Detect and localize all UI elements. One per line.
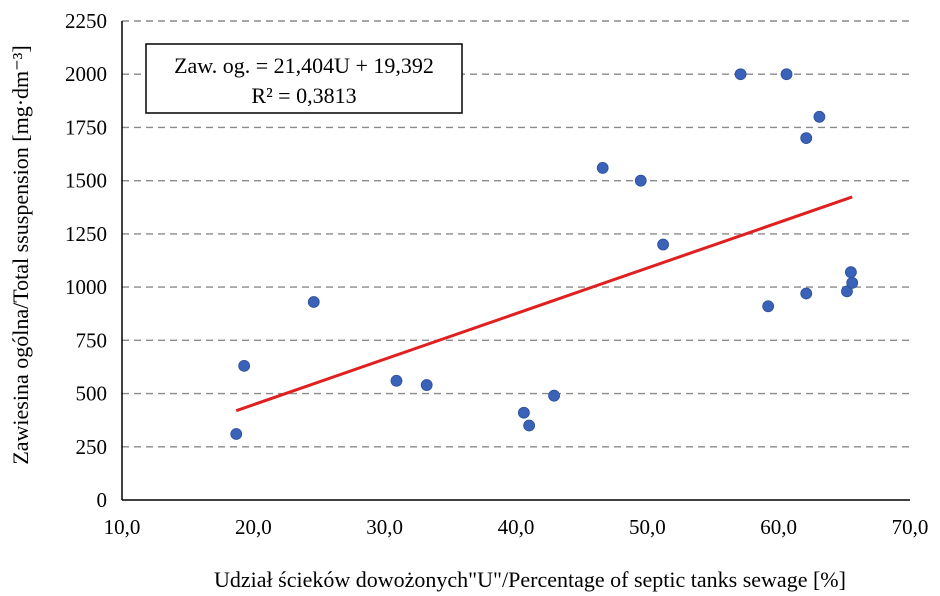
- equation-box-frame: [145, 43, 463, 114]
- data-point: [390, 374, 403, 387]
- data-point: [800, 287, 813, 300]
- data-point: [307, 296, 320, 308]
- data-point: [420, 379, 433, 391]
- data-point: [238, 359, 251, 372]
- x-tick-label: 30,0: [366, 515, 403, 539]
- x-axis-title: Udział ścieków dowożonych"U"/Percentage …: [214, 567, 846, 592]
- x-tick-label: 10,0: [104, 515, 141, 539]
- data-point: [845, 266, 857, 279]
- y-tick-label: 750: [76, 328, 108, 352]
- data-point: [596, 161, 609, 174]
- data-point: [841, 285, 853, 298]
- axes: [121, 21, 910, 501]
- x-tick-label: 60,0: [760, 515, 797, 539]
- data-point: [230, 428, 243, 440]
- y-tick-labels: 0 250 500 750 1000 1250 1500 1750 2000 2250: [65, 9, 107, 512]
- y-tick-label: 2000: [65, 62, 107, 86]
- y-tick-label: 0: [97, 488, 108, 512]
- x-tick-label: 50,0: [629, 515, 666, 539]
- data-point: [734, 68, 747, 81]
- x-tick-label: 70,0: [892, 515, 929, 539]
- data-point: [657, 238, 669, 251]
- r-squared-label: R² = 0,3813: [251, 83, 356, 108]
- trendline: [235, 195, 853, 413]
- x-tick-label: 40,0: [498, 515, 535, 539]
- y-tick-label: 1500: [65, 169, 107, 193]
- y-tick-label: 500: [76, 382, 108, 406]
- data-point: [517, 406, 530, 419]
- data-point: [548, 389, 560, 402]
- data-point: [634, 174, 647, 187]
- data-points: [230, 68, 859, 440]
- y-tick-label: 250: [76, 435, 108, 459]
- data-point: [813, 110, 826, 123]
- data-point: [800, 132, 813, 144]
- x-tick-labels: 10,0 20,0 30,0 40,0 50,0 60,0 70,0: [104, 515, 929, 539]
- y-tick-label: 1250: [65, 222, 107, 246]
- y-axis-title: Zawiesina ogólna/Total ssuspension [mg·d…: [8, 45, 33, 464]
- data-point: [762, 300, 775, 313]
- y-tick-label: 1000: [65, 275, 107, 299]
- data-point: [846, 276, 859, 289]
- y-tick-label: 2250: [65, 9, 107, 33]
- equation-box: Zaw. og. = 21,404U + 19,392 R² = 0,3813: [145, 43, 463, 114]
- x-tick-label: 20,0: [235, 515, 272, 539]
- y-tick-label: 1750: [65, 115, 107, 139]
- trendline-equation: Zaw. og. = 21,404U + 19,392: [174, 53, 434, 78]
- data-point: [523, 419, 536, 432]
- data-point: [780, 68, 793, 81]
